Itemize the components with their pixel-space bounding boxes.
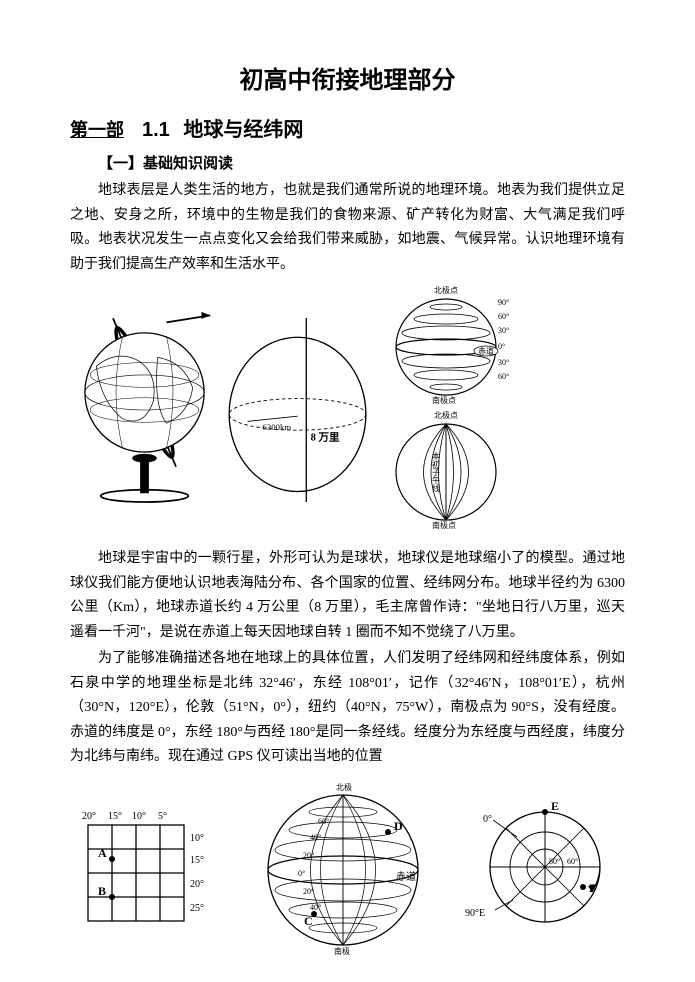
grid-right-25: 25°	[190, 903, 204, 914]
grid-top-15: 15°	[108, 811, 122, 822]
longitude-globe-figure: 北极点 本初子午线 南极点	[376, 410, 516, 530]
globe2-lat40s: 40°	[310, 903, 321, 912]
grid-top-5: 5°	[158, 811, 167, 822]
figure-row-1: 6300km 8 万里 北极点 90° 60° 30° 0° 30° 6	[70, 285, 625, 535]
globe2-equator: 赤道	[396, 870, 416, 883]
north-pole-label-2: 北极点	[434, 410, 458, 420]
polar-point-e: E	[551, 799, 559, 813]
grid-ab-figure: 20° 15° 10° 5° A B 10° 15° 20° 25°	[70, 797, 220, 937]
lat-tick-30n: 30°	[498, 326, 509, 335]
globe2-north: 北极	[336, 782, 352, 792]
grid-right-20: 20°	[190, 879, 204, 890]
globe2-lat40: 40°	[310, 833, 321, 842]
globe2-lat60: 60°	[318, 817, 329, 826]
south-pole-label: 南极点	[432, 395, 456, 405]
radius-label: 6300km	[262, 422, 291, 432]
figure-row-2: 20° 15° 10° 5° A B 10° 15° 20° 25°	[70, 780, 625, 955]
globe2-south: 南极	[334, 946, 350, 955]
paragraph-3: 为了能够准确描述各地在地球上的具体位置，人们发明了经纬网和经纬度体系，例如石泉中…	[70, 647, 625, 770]
polar-80: 80°	[549, 857, 560, 866]
grid-top-20: 20°	[82, 811, 96, 822]
section-number: 1.1	[142, 119, 170, 141]
globe2-point-c: C	[304, 914, 313, 928]
grid-top-10: 10°	[132, 811, 146, 822]
latitude-globe-figure: 北极点 90° 60° 30° 0° 30° 60° 赤道 南极点	[376, 285, 516, 405]
grid-right-15: 15°	[190, 855, 204, 866]
grid-right-10: 10°	[190, 833, 204, 844]
polar-zero: 0°	[483, 814, 492, 825]
lat-tick-60n: 60°	[498, 312, 509, 321]
page-title: 初高中衔接地理部分	[70, 60, 625, 95]
small-globes-column: 北极点 90° 60° 30° 0° 30° 60° 赤道 南极点	[376, 285, 625, 535]
paragraph-1: 地球表层是人类生活的地方，也就是我们通常所说的地理环境。地表为我们提供立足之地、…	[70, 179, 625, 277]
lat-tick-0: 0°	[498, 342, 505, 351]
globe2-lat20s: 20°	[303, 887, 314, 896]
polar-90e: 90°E	[465, 908, 485, 919]
grid-point-a: A	[98, 846, 107, 860]
globe-stand-figure	[70, 300, 219, 520]
section-title-text: 地球与经纬网	[183, 119, 303, 141]
north-pole-label: 北极点	[434, 285, 458, 295]
section-header: 第一部 1.1 地球与经纬网	[70, 113, 625, 142]
subsection-label: 【一】基础知识阅读	[98, 152, 625, 173]
globe2-lat20: 20°	[303, 851, 314, 860]
lat-tick-90: 90°	[498, 298, 509, 307]
globe2-point-d: D	[394, 819, 403, 833]
lat-tick-30s: 30°	[498, 358, 509, 367]
lat-tick-60s: 60°	[498, 372, 509, 381]
part-label: 第一部	[70, 116, 124, 142]
grid-point-b: B	[98, 884, 106, 898]
earth-radius-figure: 6300km 8 万里	[223, 305, 372, 515]
circumference-label: 8 万里	[311, 432, 340, 444]
globe-cd-figure: 北极 C D 60° 40° 20° 0° 20° 40° 赤道 南极	[248, 780, 438, 955]
polar-ef-figure: 0° 90°E E F 80° 60°	[465, 792, 625, 942]
globe2-lat0: 0°	[298, 869, 305, 878]
polar-60: 60°	[567, 857, 578, 866]
section-title	[174, 119, 180, 141]
prime-meridian-label: 本初子午线	[432, 451, 441, 492]
south-pole-label-2: 南极点	[432, 520, 456, 530]
paragraph-2: 地球是宇宙中的一颗行星，外形可认为是球状，地球仪是地球缩小了的模型。通过地球仪我…	[70, 547, 625, 645]
equator-label-small: 赤道	[478, 346, 494, 356]
